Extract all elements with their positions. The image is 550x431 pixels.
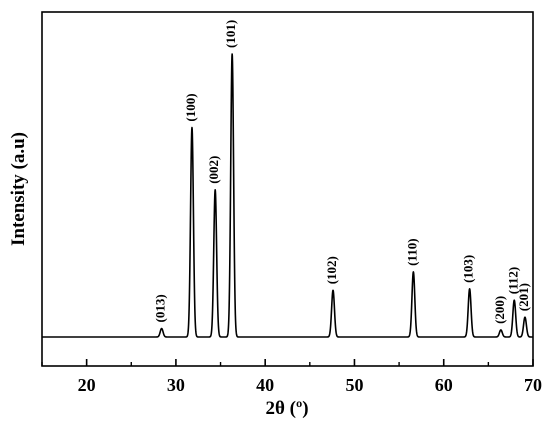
x-axis-ticks xyxy=(41,359,534,366)
x-tick-label: 60 xyxy=(435,375,453,395)
peak-label: (110) xyxy=(404,238,419,265)
plot-frame xyxy=(41,11,534,367)
x-tick-label: 40 xyxy=(256,375,274,395)
xrd-pattern-line xyxy=(41,53,534,338)
peak-label: (101) xyxy=(223,20,238,48)
peak-label: (013) xyxy=(153,294,168,322)
peak-label: (200) xyxy=(492,296,507,324)
x-axis-tick-labels: 20 30 40 50 60 70 xyxy=(78,375,542,395)
peak-label: (100) xyxy=(183,93,198,121)
x-tick-label: 50 xyxy=(345,375,363,395)
peak-label: (103) xyxy=(461,255,476,283)
peak-label: (112) xyxy=(505,267,520,294)
peak-label: (102) xyxy=(324,256,339,284)
peak-labels: (013) (100) (002) (101) (102) (110) (103) (200)… xyxy=(153,20,531,324)
y-axis-label: Intensity (a.u) xyxy=(8,132,29,246)
x-tick-label: 70 xyxy=(524,375,542,395)
peak-label: (201) xyxy=(516,283,531,311)
peak-label: (002) xyxy=(206,156,221,184)
x-tick-label: 20 xyxy=(78,375,96,395)
x-tick-label: 30 xyxy=(167,375,185,395)
x-axis-label: 2θ (º) xyxy=(265,398,308,419)
